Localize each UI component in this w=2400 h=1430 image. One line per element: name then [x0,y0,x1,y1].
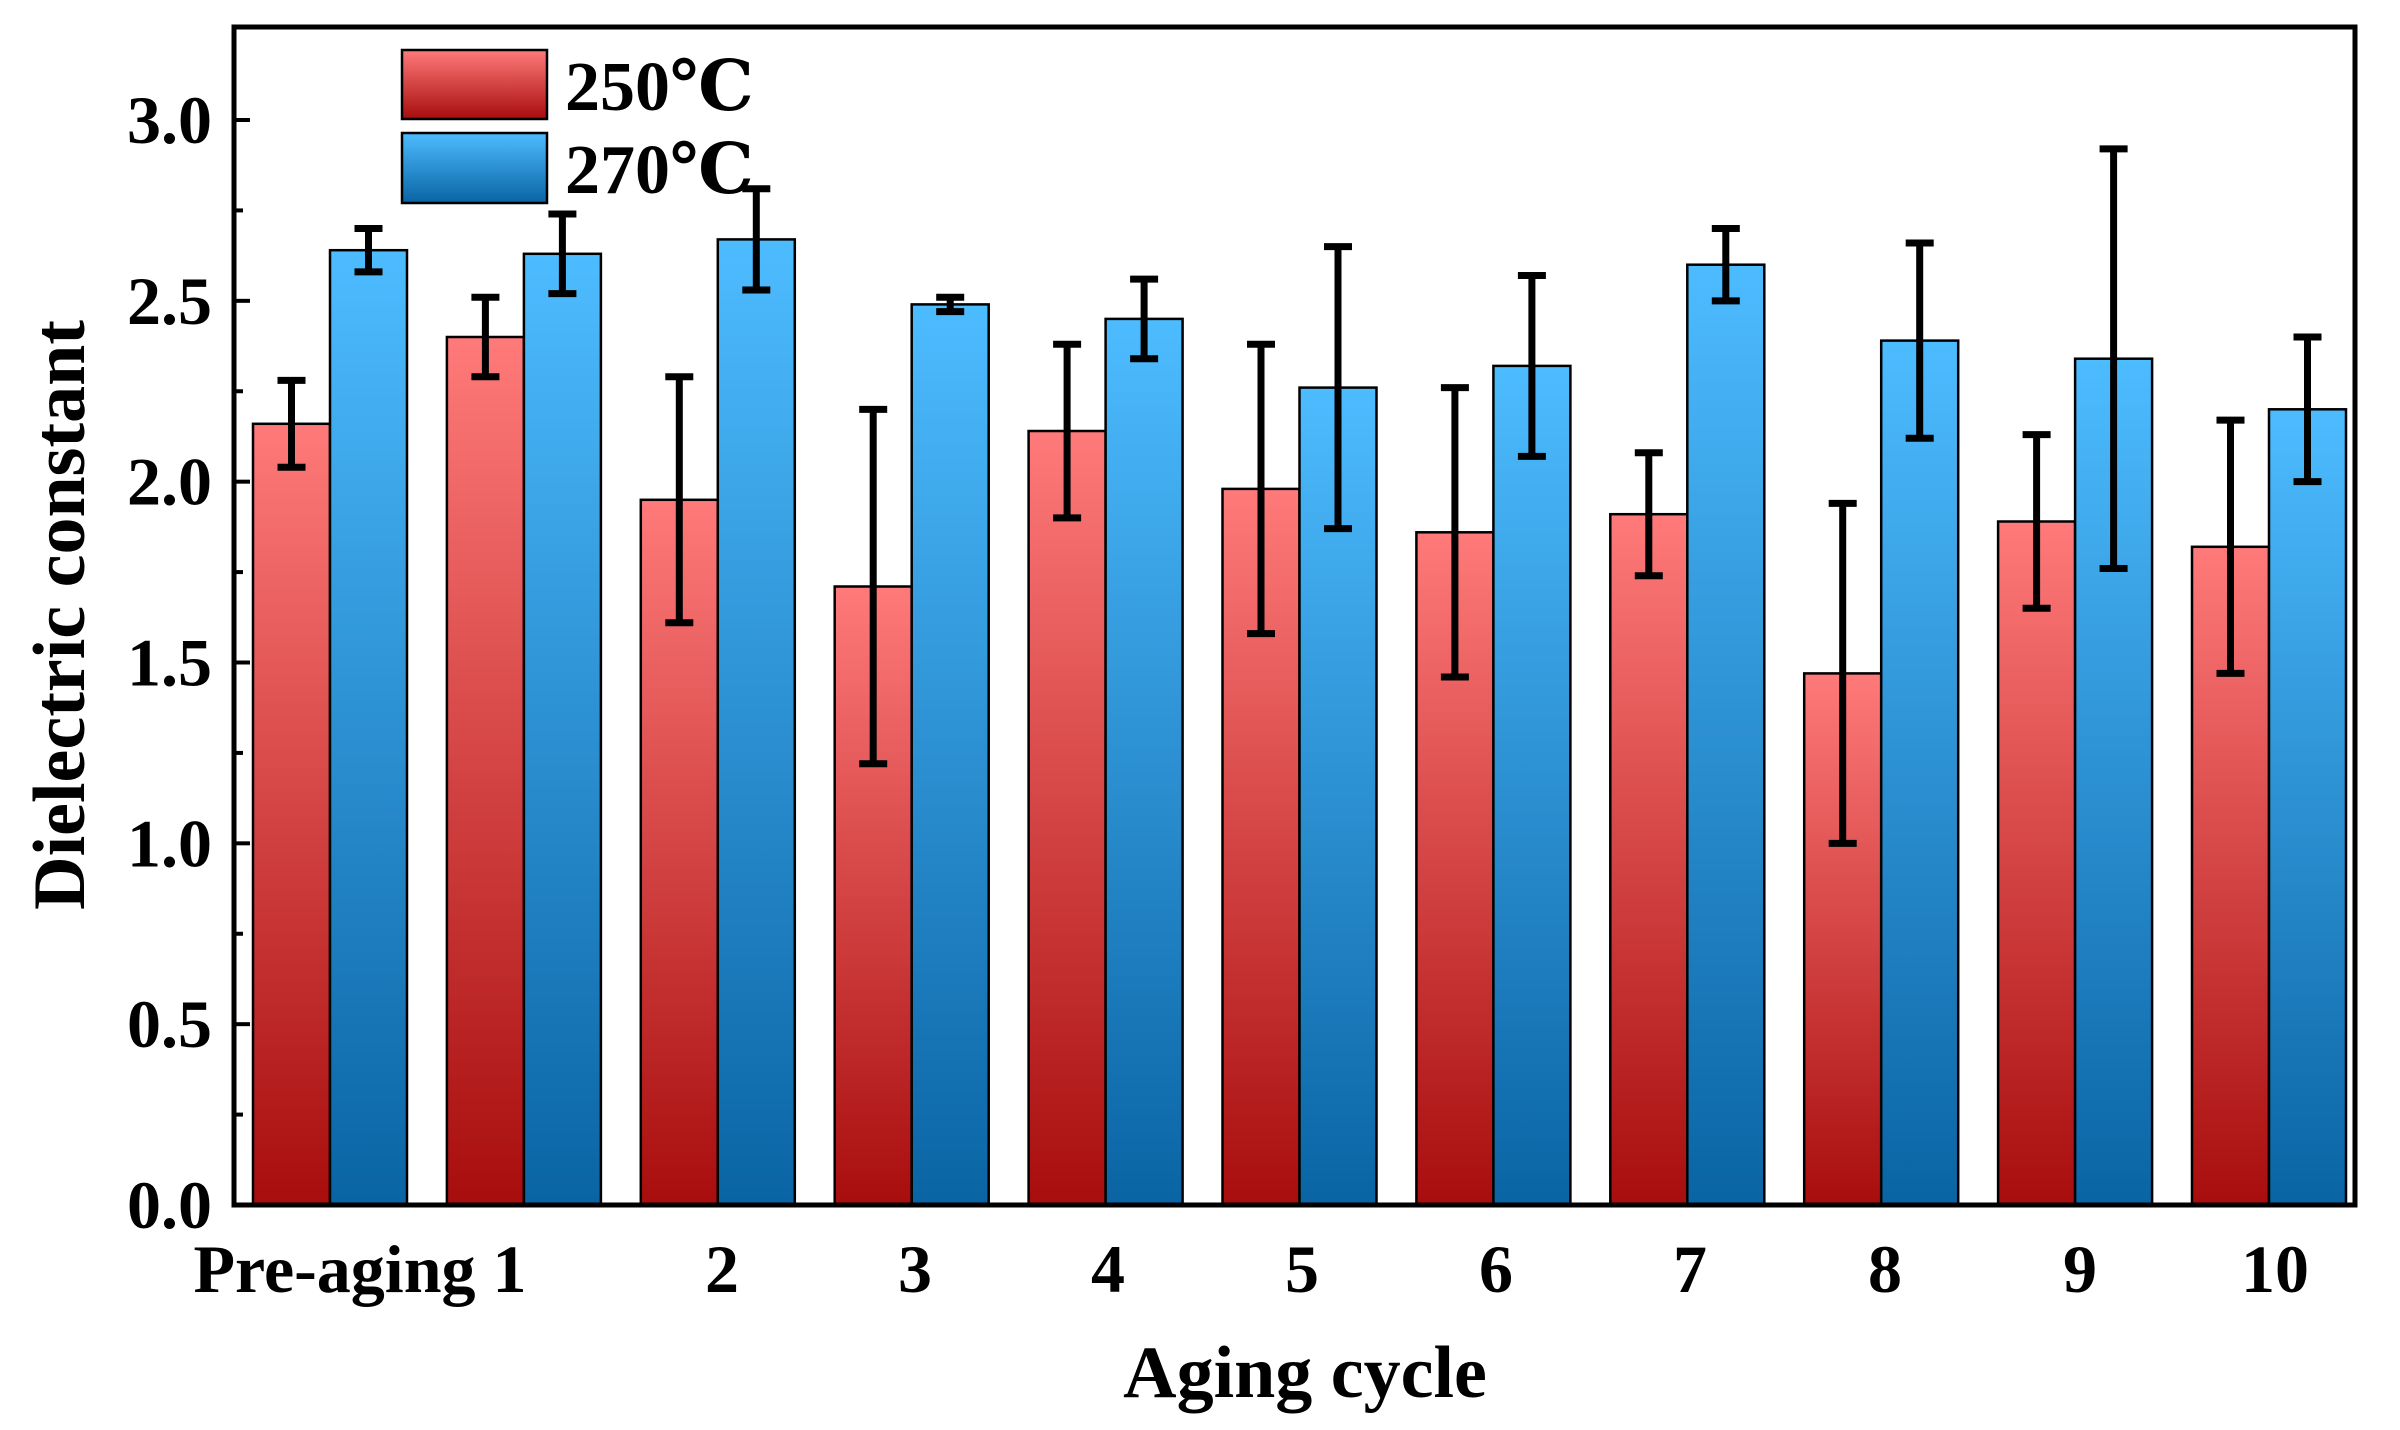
x-tick-label-6: 7 [1673,1231,1707,1307]
error-bar-s0-9 [2022,431,2051,612]
error-bar-s1-5 [1324,243,1352,533]
bar-s1-3 [910,303,990,1207]
y-tick-label-3: 1.5 [127,625,212,701]
bar-s1-7 [1686,263,1766,1207]
legend: 250℃ 270℃ [400,48,754,209]
error-bar-s0-8 [1828,499,1857,847]
bar-s1-4 [1104,317,1184,1207]
x-tick-label-8: 9 [2063,1231,2097,1307]
bar-s0-1 [445,335,526,1207]
error-bar-s0-10 [2216,416,2245,677]
y-tick-label-1: 0.5 [127,986,212,1062]
error-bars-layer [277,145,2322,847]
error-bar-s1-0 [354,225,383,276]
x-axis-title: Aging cycle [1123,1332,1487,1414]
x-tick-label-4: 5 [1285,1231,1319,1307]
y-tick-label-2: 1.0 [127,805,212,881]
bar-s1-6 [1492,364,1572,1207]
x-tick-label-9: 10 [2241,1231,2309,1307]
plot-frame [231,24,2358,1208]
error-bar-s0-3 [859,405,888,768]
legend-swatch-270 [400,131,549,205]
bar-s1-8 [1879,339,1960,1207]
error-bar-s0-1 [471,293,500,381]
error-bar-s1-6 [1517,272,1546,460]
y-axis-title: Dielectric constant [19,320,101,910]
legend-swatch-250 [400,48,549,121]
error-bar-s0-4 [1053,340,1082,522]
error-bar-s1-2 [742,185,771,294]
x-tick-label-7: 8 [1868,1231,1902,1307]
x-tick-label-5: 6 [1479,1231,1513,1307]
bar-s1-0 [328,248,409,1207]
error-bar-s0-5 [1247,340,1275,638]
bar-s0-0 [251,422,332,1207]
x-tick-label-2: 3 [898,1231,932,1307]
bar-s0-9 [1996,520,2077,1207]
y-tick-label-4: 2.0 [127,444,212,520]
y-tick-label-5: 2.5 [127,263,212,339]
x-tick-label-3: 4 [1091,1231,1125,1307]
y-axis-ticks: 0.0 0.5 1.0 1.5 2.0 2.5 3.0 [127,82,250,1243]
bar-s1-2 [716,238,797,1207]
error-bar-s1-1 [548,210,577,298]
error-bar-s1-3 [936,293,965,316]
bar-s1-5 [1298,386,1378,1207]
y-tick-label-6: 3.0 [127,82,212,158]
x-tick-label-1: 2 [705,1231,739,1307]
legend-label-270: 270℃ [565,132,754,209]
x-axis-tick-labels: Pre-aging 1 2 3 4 5 6 7 8 9 10 [193,1231,2309,1307]
bar-s1-10 [2267,408,2348,1207]
y-tick-label-0: 0.0 [127,1167,212,1243]
error-bar-s1-4 [1130,275,1159,363]
bars-layer [251,238,2348,1207]
bar-s0-7 [1609,512,1689,1207]
x-tick-label-0: Pre-aging 1 [193,1231,526,1307]
bar-s0-4 [1027,429,1107,1207]
error-bar-s1-7 [1711,225,1740,305]
error-bar-s0-0 [277,376,306,471]
bar-s1-1 [522,252,603,1207]
error-bar-s0-6 [1440,384,1469,681]
error-bar-s1-8 [1905,239,1934,442]
error-bar-s1-9 [2099,145,2128,572]
error-bar-s1-10 [2293,333,2322,486]
error-bar-s0-7 [1634,449,1663,580]
error-bar-s0-2 [665,373,694,627]
legend-label-250: 250℃ [565,49,754,126]
